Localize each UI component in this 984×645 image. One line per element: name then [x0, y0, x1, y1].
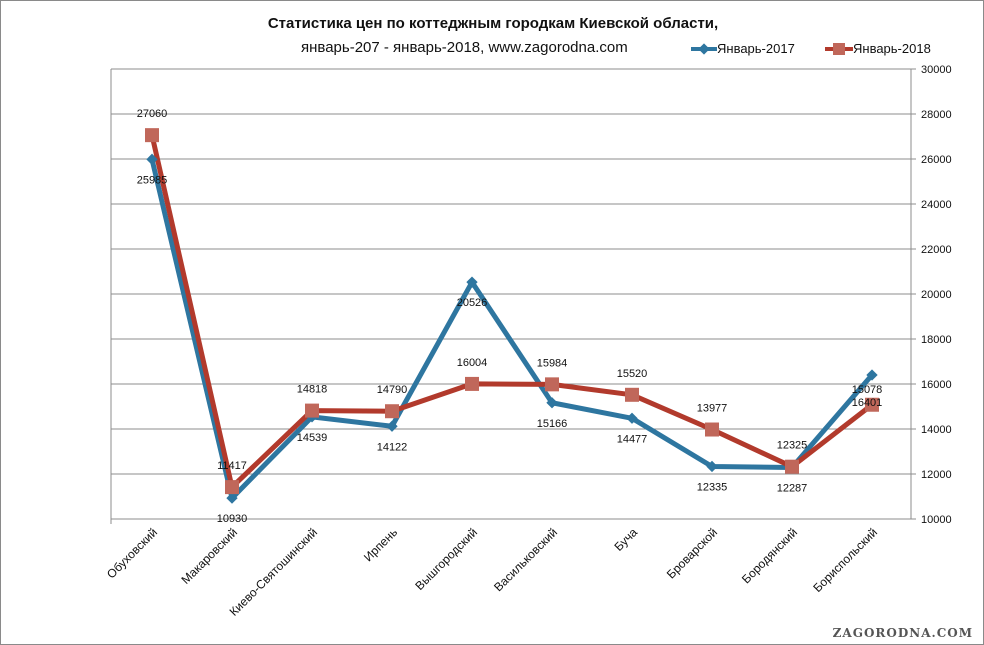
y-tick-label: 12000	[921, 469, 952, 481]
x-tick-label: Ирпень	[361, 525, 400, 564]
data-label: 10930	[217, 513, 248, 525]
y-tick-label: 28000	[921, 109, 952, 121]
data-point-2018	[305, 403, 319, 418]
data-point-2018	[385, 404, 399, 419]
data-point-2017	[626, 412, 638, 424]
series-line-0	[149, 158, 874, 501]
y-tick-label: 18000	[921, 334, 952, 346]
data-point-2017	[866, 369, 878, 381]
y-tick-label: 22000	[921, 244, 952, 256]
legend-marker-2018	[825, 42, 853, 55]
data-label: 12325	[777, 440, 808, 452]
data-point-2017	[226, 492, 238, 504]
x-tick-label: Бориспольский	[810, 525, 880, 595]
legend-label: Январь-2017	[717, 41, 795, 56]
y-tick-label: 16000	[921, 379, 952, 391]
data-point-2017	[386, 420, 398, 432]
data-point-2017	[146, 153, 158, 165]
data-label: 12287	[777, 483, 808, 495]
data-point-2017	[546, 397, 558, 409]
x-tick-label: Буча	[611, 525, 640, 554]
y-tick-label: 20000	[921, 289, 952, 301]
chart-title: Статистика цен по коттеджным городкам Ки…	[267, 15, 719, 32]
data-point-2018	[705, 422, 719, 437]
data-label: 14790	[377, 384, 408, 396]
data-label: 14122	[377, 441, 408, 453]
data-point-2017	[706, 460, 718, 473]
chart-subtitle: январь-207 - январь-2018, www.zagorodna.…	[301, 39, 628, 56]
data-label: 27060	[137, 108, 168, 120]
watermark: ZAGORODNA.COM	[832, 626, 973, 640]
data-point-2018	[225, 480, 239, 495]
data-label: 11417	[217, 460, 247, 472]
legend-label: Январь-2018	[853, 41, 931, 56]
y-tick-label: 10000	[921, 514, 952, 526]
data-point-2018	[465, 376, 479, 391]
y-tick-label: 24000	[921, 199, 952, 211]
data-label: 15984	[537, 357, 568, 369]
data-label: 16401	[852, 397, 883, 409]
data-label: 12335	[697, 481, 728, 493]
data-label: 14539	[297, 432, 328, 444]
legend-item-2017: Январь-2017	[691, 41, 795, 56]
data-label: 15166	[537, 418, 568, 430]
legend-marker-2017	[691, 42, 717, 55]
data-label: 20526	[457, 297, 488, 309]
data-label: 25985	[137, 174, 168, 186]
data-point-2018	[865, 397, 879, 412]
data-label: 14477	[617, 433, 648, 445]
data-point-2018	[625, 387, 639, 402]
y-tick-label: 26000	[921, 154, 952, 166]
x-tick-label: Обуховский	[104, 525, 160, 581]
data-point-2017	[466, 276, 478, 288]
x-tick-label: Васильковский	[491, 525, 560, 594]
y-tick-label: 14000	[921, 424, 952, 436]
y-tick-label: 30000	[921, 64, 952, 76]
x-tick-label: Макаровский	[178, 525, 240, 587]
data-label: 14818	[297, 384, 328, 396]
data-label: 13977	[697, 403, 728, 415]
data-point-2018	[145, 128, 159, 143]
data-label: 16004	[457, 357, 488, 369]
legend-item-2018: Январь-2018	[825, 41, 931, 56]
x-tick-label: Броварской	[664, 525, 720, 581]
data-point-2018	[545, 377, 559, 392]
x-tick-label: Бородянский	[739, 525, 800, 586]
series-line-1	[149, 134, 874, 490]
data-label: 15078	[852, 384, 883, 396]
data-label: 15520	[617, 368, 648, 380]
x-tick-label: Вышгородский	[412, 525, 480, 593]
data-point-2018	[785, 459, 799, 474]
x-tick-label: Киево-Святошинский	[227, 525, 321, 619]
